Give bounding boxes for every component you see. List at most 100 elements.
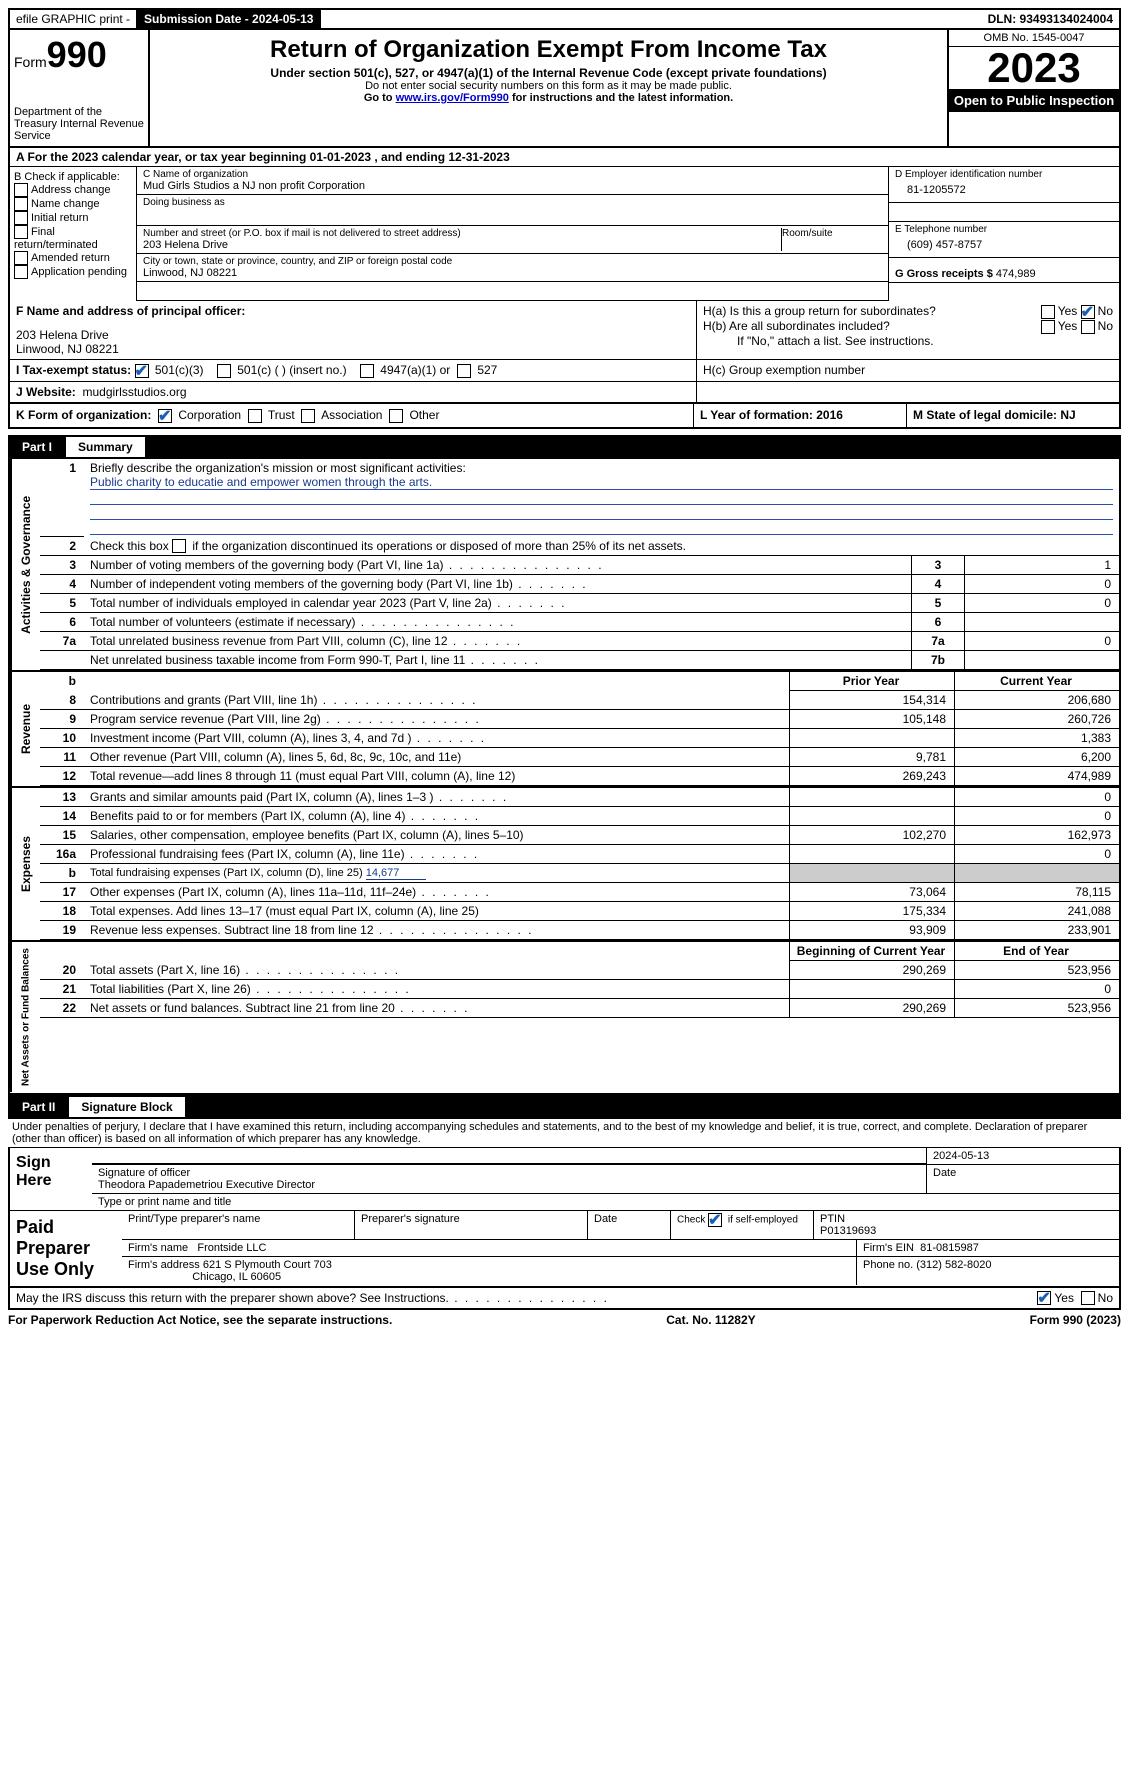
- k-trust[interactable]: [248, 409, 262, 423]
- part1-governance: Activities & Governance 1 Briefly descri…: [8, 459, 1121, 673]
- org-city: Linwood, NJ 08221: [143, 267, 882, 279]
- box-b: B Check if applicable: Address change Na…: [10, 167, 137, 301]
- c10: 1,383: [955, 729, 1120, 748]
- vtab-netassets: Net Assets or Fund Balances: [10, 942, 40, 1092]
- goto-line: Go to www.irs.gov/Form990 for instructio…: [158, 92, 939, 104]
- org-name: Mud Girls Studios a NJ non profit Corpor…: [143, 180, 882, 192]
- discuss-text: May the IRS discuss this return with the…: [16, 1291, 609, 1306]
- tax-year: 2023: [949, 47, 1119, 89]
- check-amended-return[interactable]: [14, 251, 28, 265]
- ha-no[interactable]: [1081, 305, 1095, 319]
- i-527[interactable]: [457, 364, 471, 378]
- footer-right: Form 990 (2023): [1030, 1313, 1121, 1327]
- state-domicile: M State of legal domicile: NJ: [913, 408, 1076, 422]
- section-j: J Website: mudgirlsstudios.org: [8, 382, 1121, 404]
- k-corp[interactable]: [158, 409, 172, 423]
- top-bar: efile GRAPHIC print - Submission Date - …: [8, 8, 1121, 30]
- row-a-tax-year: A For the 2023 calendar year, or tax yea…: [8, 148, 1121, 167]
- val-4: 0: [965, 575, 1120, 594]
- year-formation: L Year of formation: 2016: [700, 408, 843, 422]
- part1-revenue: Revenue bPrior YearCurrent Year 8Contrib…: [8, 672, 1121, 788]
- box-deg: D Employer identification number 81-1205…: [889, 167, 1119, 301]
- check-final-return[interactable]: [14, 225, 28, 239]
- mission-text: Public charity to educatie and empower w…: [90, 475, 1113, 490]
- firm-addr1: 621 S Plymouth Court 703: [203, 1259, 332, 1271]
- l2-check[interactable]: [172, 539, 186, 553]
- box-c: C Name of organization Mud Girls Studios…: [137, 167, 889, 301]
- k-other[interactable]: [389, 409, 403, 423]
- p8: 154,314: [790, 691, 955, 710]
- i-501c[interactable]: [217, 364, 231, 378]
- open-to-public: Open to Public Inspection: [949, 89, 1119, 112]
- p22: 290,269: [790, 999, 955, 1018]
- i-4947[interactable]: [360, 364, 374, 378]
- c18: 241,088: [955, 902, 1120, 921]
- footer-mid: Cat. No. 11282Y: [666, 1313, 755, 1327]
- section-fh: F Name and address of principal officer:…: [8, 301, 1121, 360]
- check-initial-return[interactable]: [14, 211, 28, 225]
- form-number: Form990: [14, 34, 144, 76]
- p11: 9,781: [790, 748, 955, 767]
- p15: 102,270: [790, 826, 955, 845]
- c15: 162,973: [955, 826, 1120, 845]
- c19: 233,901: [955, 921, 1120, 940]
- p14: [790, 807, 955, 826]
- p16a: [790, 845, 955, 864]
- k-assoc[interactable]: [301, 409, 315, 423]
- ein: 81-1205572: [895, 180, 1113, 200]
- val-6: [965, 613, 1120, 632]
- p19: 93,909: [790, 921, 955, 940]
- i-501c3[interactable]: [135, 364, 149, 378]
- submission-date: Submission Date - 2024-05-13: [138, 10, 321, 28]
- discuss-yes[interactable]: [1037, 1291, 1051, 1305]
- val-7b: [965, 651, 1120, 670]
- sign-here-label: Sign Here: [10, 1148, 92, 1210]
- val-5: 0: [965, 594, 1120, 613]
- p9: 105,148: [790, 710, 955, 729]
- signature-block: Sign Here 2024-05-13 Signature of office…: [8, 1147, 1121, 1311]
- firm-name: Frontside LLC: [197, 1242, 266, 1254]
- c20: 523,956: [955, 961, 1120, 980]
- hb-no[interactable]: [1081, 320, 1095, 334]
- p13: [790, 788, 955, 807]
- c12: 474,989: [955, 767, 1120, 786]
- p21: [790, 980, 955, 999]
- c17: 78,115: [955, 883, 1120, 902]
- c13: 0: [955, 788, 1120, 807]
- c21: 0: [955, 980, 1120, 999]
- part1-netassets: Net Assets or Fund Balances Beginning of…: [8, 942, 1121, 1094]
- hb-yes[interactable]: [1041, 320, 1055, 334]
- page-footer: For Paperwork Reduction Act Notice, see …: [8, 1310, 1121, 1327]
- discuss-no[interactable]: [1081, 1291, 1095, 1305]
- paid-preparer-label: Paid Preparer Use Only: [10, 1211, 122, 1286]
- c14: 0: [955, 807, 1120, 826]
- check-address-change[interactable]: [14, 183, 28, 197]
- efile-label: efile GRAPHIC print -: [10, 10, 138, 28]
- check-name-change[interactable]: [14, 197, 28, 211]
- l16b-val: 14,677: [366, 867, 426, 880]
- website: mudgirlsstudios.org: [82, 385, 186, 399]
- c16a: 0: [955, 845, 1120, 864]
- vtab-governance: Activities & Governance: [10, 459, 40, 671]
- p10: [790, 729, 955, 748]
- ha-yes[interactable]: [1041, 305, 1055, 319]
- c11: 6,200: [955, 748, 1120, 767]
- sign-date: 2024-05-13: [927, 1148, 1119, 1164]
- c8: 206,680: [955, 691, 1120, 710]
- check-application-pending[interactable]: [14, 265, 28, 279]
- vtab-expenses: Expenses: [10, 788, 40, 940]
- section-i: I Tax-exempt status: 501(c)(3) 501(c) ( …: [8, 360, 1121, 382]
- form-subtitle: Under section 501(c), 527, or 4947(a)(1)…: [158, 66, 939, 80]
- firm-ein: 81-0815987: [920, 1242, 979, 1254]
- officer-addr2: Linwood, NJ 08221: [16, 342, 690, 356]
- part2-bar: Part II Signature Block: [8, 1095, 1121, 1119]
- self-employed-check[interactable]: [708, 1213, 722, 1227]
- dln-number: DLN: 93493134024004: [982, 10, 1119, 28]
- irs-link[interactable]: www.irs.gov/Form990: [396, 92, 509, 104]
- part1-expenses: Expenses 13Grants and similar amounts pa…: [8, 788, 1121, 942]
- val-7a: 0: [965, 632, 1120, 651]
- p18: 175,334: [790, 902, 955, 921]
- p20: 290,269: [790, 961, 955, 980]
- p12: 269,243: [790, 767, 955, 786]
- firm-phone: (312) 582-8020: [916, 1259, 991, 1271]
